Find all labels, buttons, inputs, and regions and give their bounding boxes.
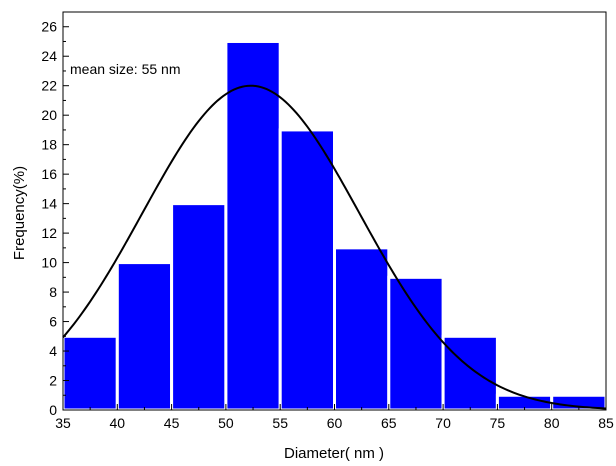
x-tick-label: 45	[164, 415, 180, 431]
histogram-bar-35-40	[61, 334, 119, 412]
x-tick-label: 70	[435, 415, 451, 431]
y-axis-label: Frequency(%)	[11, 166, 28, 260]
gaussian-fit-curve	[62, 84, 607, 410]
x-axis-label: Diameter( nm )	[284, 445, 384, 462]
y-tick-label: 8	[49, 284, 57, 300]
y-tick-label: 2	[49, 373, 57, 389]
y-tick-label: 20	[41, 107, 57, 123]
histogram-bar-45-50	[170, 202, 228, 412]
x-tick-label: 35	[55, 415, 71, 431]
x-tick-label: 55	[272, 415, 288, 431]
histogram-bar-70-75	[441, 334, 499, 412]
histogram-bar-60-65	[333, 246, 391, 412]
histogram-bar-65-70	[387, 275, 445, 412]
y-tick-label: 16	[41, 166, 57, 182]
x-tick-label: 60	[327, 415, 343, 431]
y-tick-label: 0	[49, 402, 57, 418]
y-tick-label: 14	[41, 196, 57, 212]
histogram-bar-50-55	[224, 39, 282, 412]
y-tick-label: 6	[49, 314, 57, 330]
x-tick-label: 75	[490, 415, 506, 431]
y-tick-label: 4	[49, 343, 57, 359]
histogram-bar-55-60	[278, 128, 337, 412]
x-tick-label: 65	[381, 415, 397, 431]
x-tick-label: 80	[544, 415, 560, 431]
y-tick-label: 26	[41, 19, 57, 35]
x-tick-label: 40	[110, 415, 126, 431]
bars-group	[61, 39, 608, 412]
histogram-bar-40-45	[115, 261, 174, 412]
x-tick-label: 85	[598, 415, 614, 431]
y-tick-label: 18	[41, 137, 57, 153]
y-tick-label: 22	[41, 78, 57, 94]
y-tick-label: 10	[41, 255, 57, 271]
y-tick-label: 24	[41, 48, 57, 64]
x-axis-ticks: 35 40 45 50 55 60 65 70 75 80 85	[55, 404, 614, 431]
x-tick-label: 50	[218, 415, 234, 431]
y-tick-label: 12	[41, 225, 57, 241]
mean-size-annotation: mean size: 55 nm	[70, 61, 181, 77]
